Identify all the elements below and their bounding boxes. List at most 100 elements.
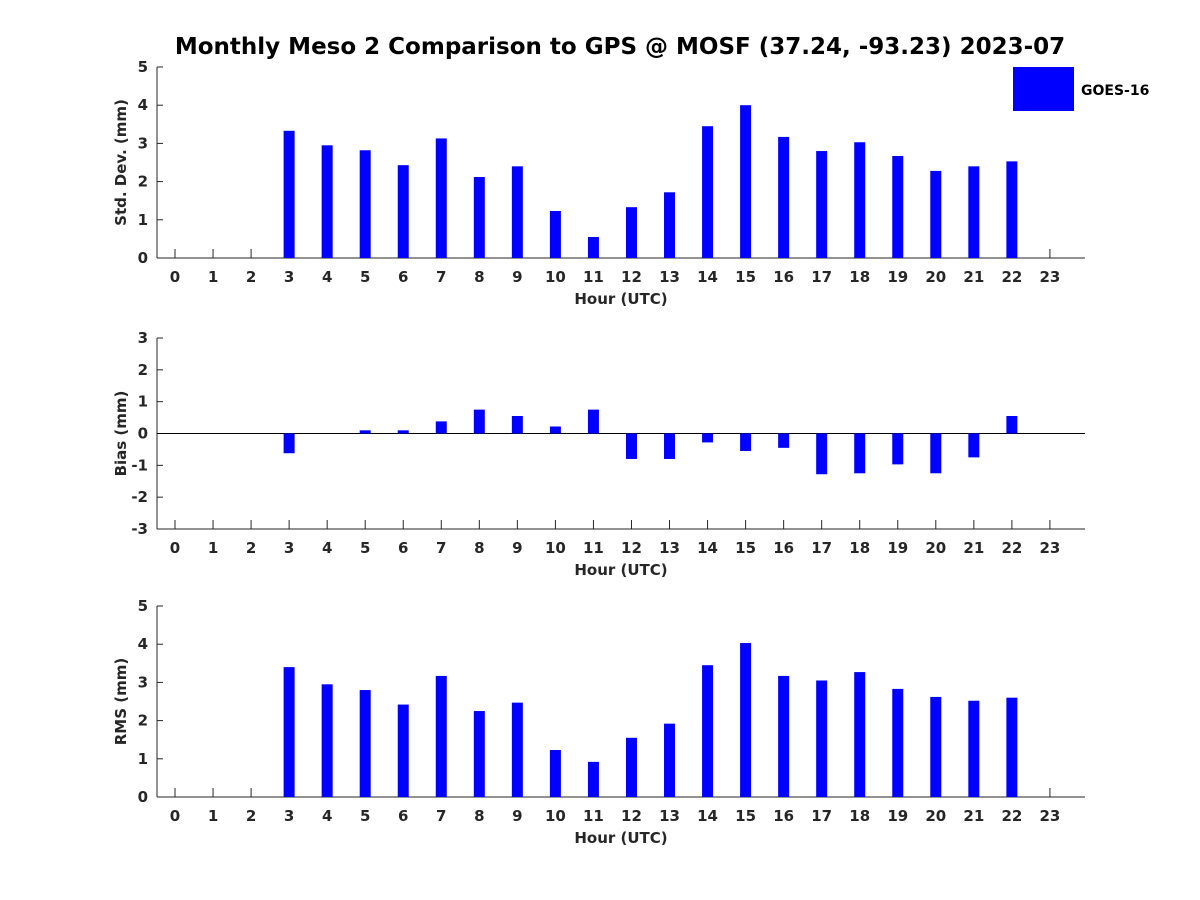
x-tick-label: 16 bbox=[773, 539, 794, 557]
x-tick-label: 2 bbox=[246, 539, 256, 557]
x-tick-label: 15 bbox=[735, 539, 756, 557]
bar-hour-18 bbox=[854, 142, 866, 258]
x-tick-label: 10 bbox=[545, 539, 566, 557]
x-tick-label: 14 bbox=[697, 539, 718, 557]
bar-hour-13 bbox=[664, 433, 676, 459]
y-tick-label: 1 bbox=[138, 393, 148, 411]
x-tick-label: 20 bbox=[925, 539, 946, 557]
x-tick-label: 18 bbox=[849, 268, 870, 286]
bar-hour-3 bbox=[283, 130, 295, 258]
bar-hour-12 bbox=[625, 207, 637, 258]
bar-hour-17 bbox=[816, 433, 828, 475]
x-tick-label: 19 bbox=[887, 539, 908, 557]
y-tick-label: -3 bbox=[131, 520, 148, 538]
y-axis-label: Bias (mm) bbox=[112, 391, 130, 477]
y-tick-label: -1 bbox=[131, 456, 148, 474]
x-tick-label: 19 bbox=[887, 807, 908, 825]
bar-hour-17 bbox=[816, 680, 828, 797]
y-tick-label: 3 bbox=[138, 673, 148, 691]
bar-hour-14 bbox=[702, 126, 714, 259]
y-tick-label: 2 bbox=[138, 173, 148, 191]
bar-hour-13 bbox=[664, 723, 676, 797]
x-tick-label: 8 bbox=[474, 268, 484, 286]
x-tick-label: 17 bbox=[811, 268, 832, 286]
bar-hour-11 bbox=[587, 761, 599, 797]
bar-hour-7 bbox=[435, 421, 447, 434]
bar-hour-18 bbox=[854, 433, 866, 474]
x-tick-label: 10 bbox=[545, 807, 566, 825]
x-tick-label: 11 bbox=[583, 807, 604, 825]
bar-hour-10 bbox=[549, 750, 561, 797]
x-tick-label: 20 bbox=[925, 807, 946, 825]
figure-title: Monthly Meso 2 Comparison to GPS @ MOSF … bbox=[175, 34, 1065, 60]
x-tick-label: 18 bbox=[849, 807, 870, 825]
y-tick-label: 2 bbox=[138, 712, 148, 730]
bar-hour-10 bbox=[549, 426, 561, 434]
x-tick-label: 5 bbox=[360, 268, 370, 286]
x-tick-label: 10 bbox=[545, 268, 566, 286]
bar-hour-9 bbox=[511, 702, 523, 797]
x-tick-label: 0 bbox=[170, 268, 180, 286]
bar-hour-4 bbox=[321, 684, 333, 797]
bar-hour-4 bbox=[321, 145, 333, 258]
x-tick-label: 2 bbox=[246, 807, 256, 825]
x-tick-label: 21 bbox=[963, 268, 984, 286]
x-tick-label: 7 bbox=[436, 539, 446, 557]
y-axis-label: RMS (mm) bbox=[112, 658, 130, 745]
bar-hour-21 bbox=[968, 700, 980, 797]
x-tick-label: 13 bbox=[659, 807, 680, 825]
bar-hour-19 bbox=[892, 433, 904, 465]
x-tick-label: 4 bbox=[322, 268, 332, 286]
x-tick-label: 14 bbox=[697, 268, 718, 286]
bar-hour-20 bbox=[930, 696, 942, 797]
x-tick-label: 7 bbox=[436, 807, 446, 825]
legend-swatch bbox=[1013, 67, 1074, 111]
bar-hour-20 bbox=[930, 170, 942, 258]
bar-hour-11 bbox=[587, 236, 599, 258]
bar-hour-8 bbox=[473, 711, 485, 797]
x-tick-label: 20 bbox=[925, 268, 946, 286]
bar-hour-5 bbox=[359, 690, 371, 797]
x-tick-label: 23 bbox=[1039, 539, 1060, 557]
x-tick-label: 13 bbox=[659, 268, 680, 286]
x-tick-label: 4 bbox=[322, 807, 332, 825]
y-tick-label: -2 bbox=[131, 488, 148, 506]
bar-hour-14 bbox=[702, 433, 714, 443]
bar-hour-12 bbox=[625, 737, 637, 797]
x-tick-label: 8 bbox=[474, 807, 484, 825]
y-tick-label: 0 bbox=[138, 249, 148, 267]
bar-hour-3 bbox=[283, 433, 295, 454]
bar-hour-16 bbox=[778, 433, 790, 448]
x-tick-label: 8 bbox=[474, 539, 484, 557]
x-tick-label: 1 bbox=[208, 807, 218, 825]
x-tick-label: 3 bbox=[284, 807, 294, 825]
y-tick-label: 3 bbox=[138, 134, 148, 152]
x-axis-label: Hour (UTC) bbox=[574, 829, 667, 847]
bar-hour-5 bbox=[359, 430, 371, 434]
x-tick-label: 7 bbox=[436, 268, 446, 286]
bar-hour-15 bbox=[740, 433, 752, 452]
bar-hour-15 bbox=[740, 105, 752, 258]
x-tick-label: 16 bbox=[773, 268, 794, 286]
x-tick-label: 22 bbox=[1001, 268, 1022, 286]
x-tick-label: 3 bbox=[284, 268, 294, 286]
x-tick-label: 2 bbox=[246, 268, 256, 286]
legend: GOES-16 bbox=[1013, 67, 1149, 111]
x-tick-label: 0 bbox=[170, 539, 180, 557]
bar-hour-6 bbox=[397, 704, 409, 797]
bar-hour-7 bbox=[435, 138, 447, 258]
x-tick-label: 5 bbox=[360, 539, 370, 557]
bar-hour-12 bbox=[625, 433, 637, 459]
x-tick-label: 19 bbox=[887, 268, 908, 286]
bar-hour-22 bbox=[1006, 161, 1018, 258]
bar-hour-20 bbox=[930, 433, 942, 474]
x-axis-label: Hour (UTC) bbox=[574, 290, 667, 308]
bar-hour-19 bbox=[892, 688, 904, 797]
y-axis-label: Std. Dev. (mm) bbox=[112, 99, 130, 226]
bar-hour-11 bbox=[587, 409, 599, 434]
x-axis-label: Hour (UTC) bbox=[574, 561, 667, 579]
bar-hour-6 bbox=[397, 165, 409, 258]
bar-hour-9 bbox=[511, 166, 523, 258]
